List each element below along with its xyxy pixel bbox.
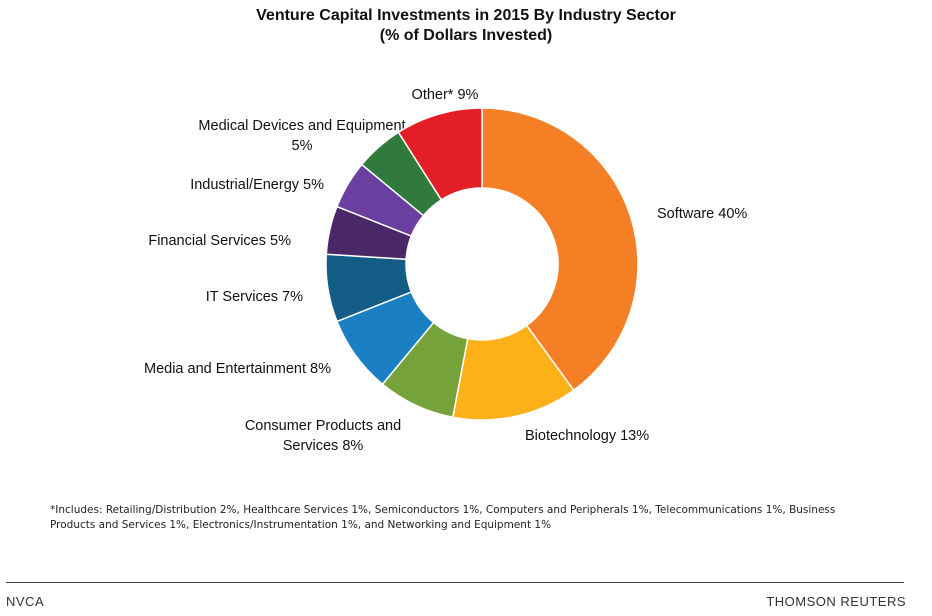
label-industrial-energy: Industrial/Energy 5% — [190, 177, 324, 193]
chart-subtitle: (% of Dollars Invested) — [379, 27, 553, 44]
slice-other — [397, 107, 483, 201]
label-other: Other* 9% — [412, 87, 479, 103]
chart-title: Venture Capital Investments in 2015 By I… — [256, 7, 676, 24]
label-medical-devices-and-equipment: Medical Devices and Equipment 5% — [198, 118, 405, 154]
label-financial-services: Financial Services 5% — [148, 233, 291, 249]
donut-chart: Software 40% Biotechnology 13% Consumer Pr… — [144, 87, 747, 454]
label-it-services: IT Services 7% — [206, 289, 303, 305]
label-biotechnology: Biotechnology 13% — [525, 428, 649, 444]
label-software: Software 40% — [657, 206, 747, 222]
slice-software — [481, 107, 639, 392]
footer-left-brand: NVCA — [6, 594, 45, 609]
label-consumer-products-and-services: Consumer Products and Services 8% — [245, 418, 401, 454]
footnote: *Includes: Retailing/Distribution 2%, He… — [50, 504, 836, 531]
footer-right-brand: THOMSON REUTERS — [766, 594, 906, 609]
label-media-and-entertainment: Media and Entertainment 8% — [144, 361, 331, 377]
footer-divider — [6, 582, 904, 583]
